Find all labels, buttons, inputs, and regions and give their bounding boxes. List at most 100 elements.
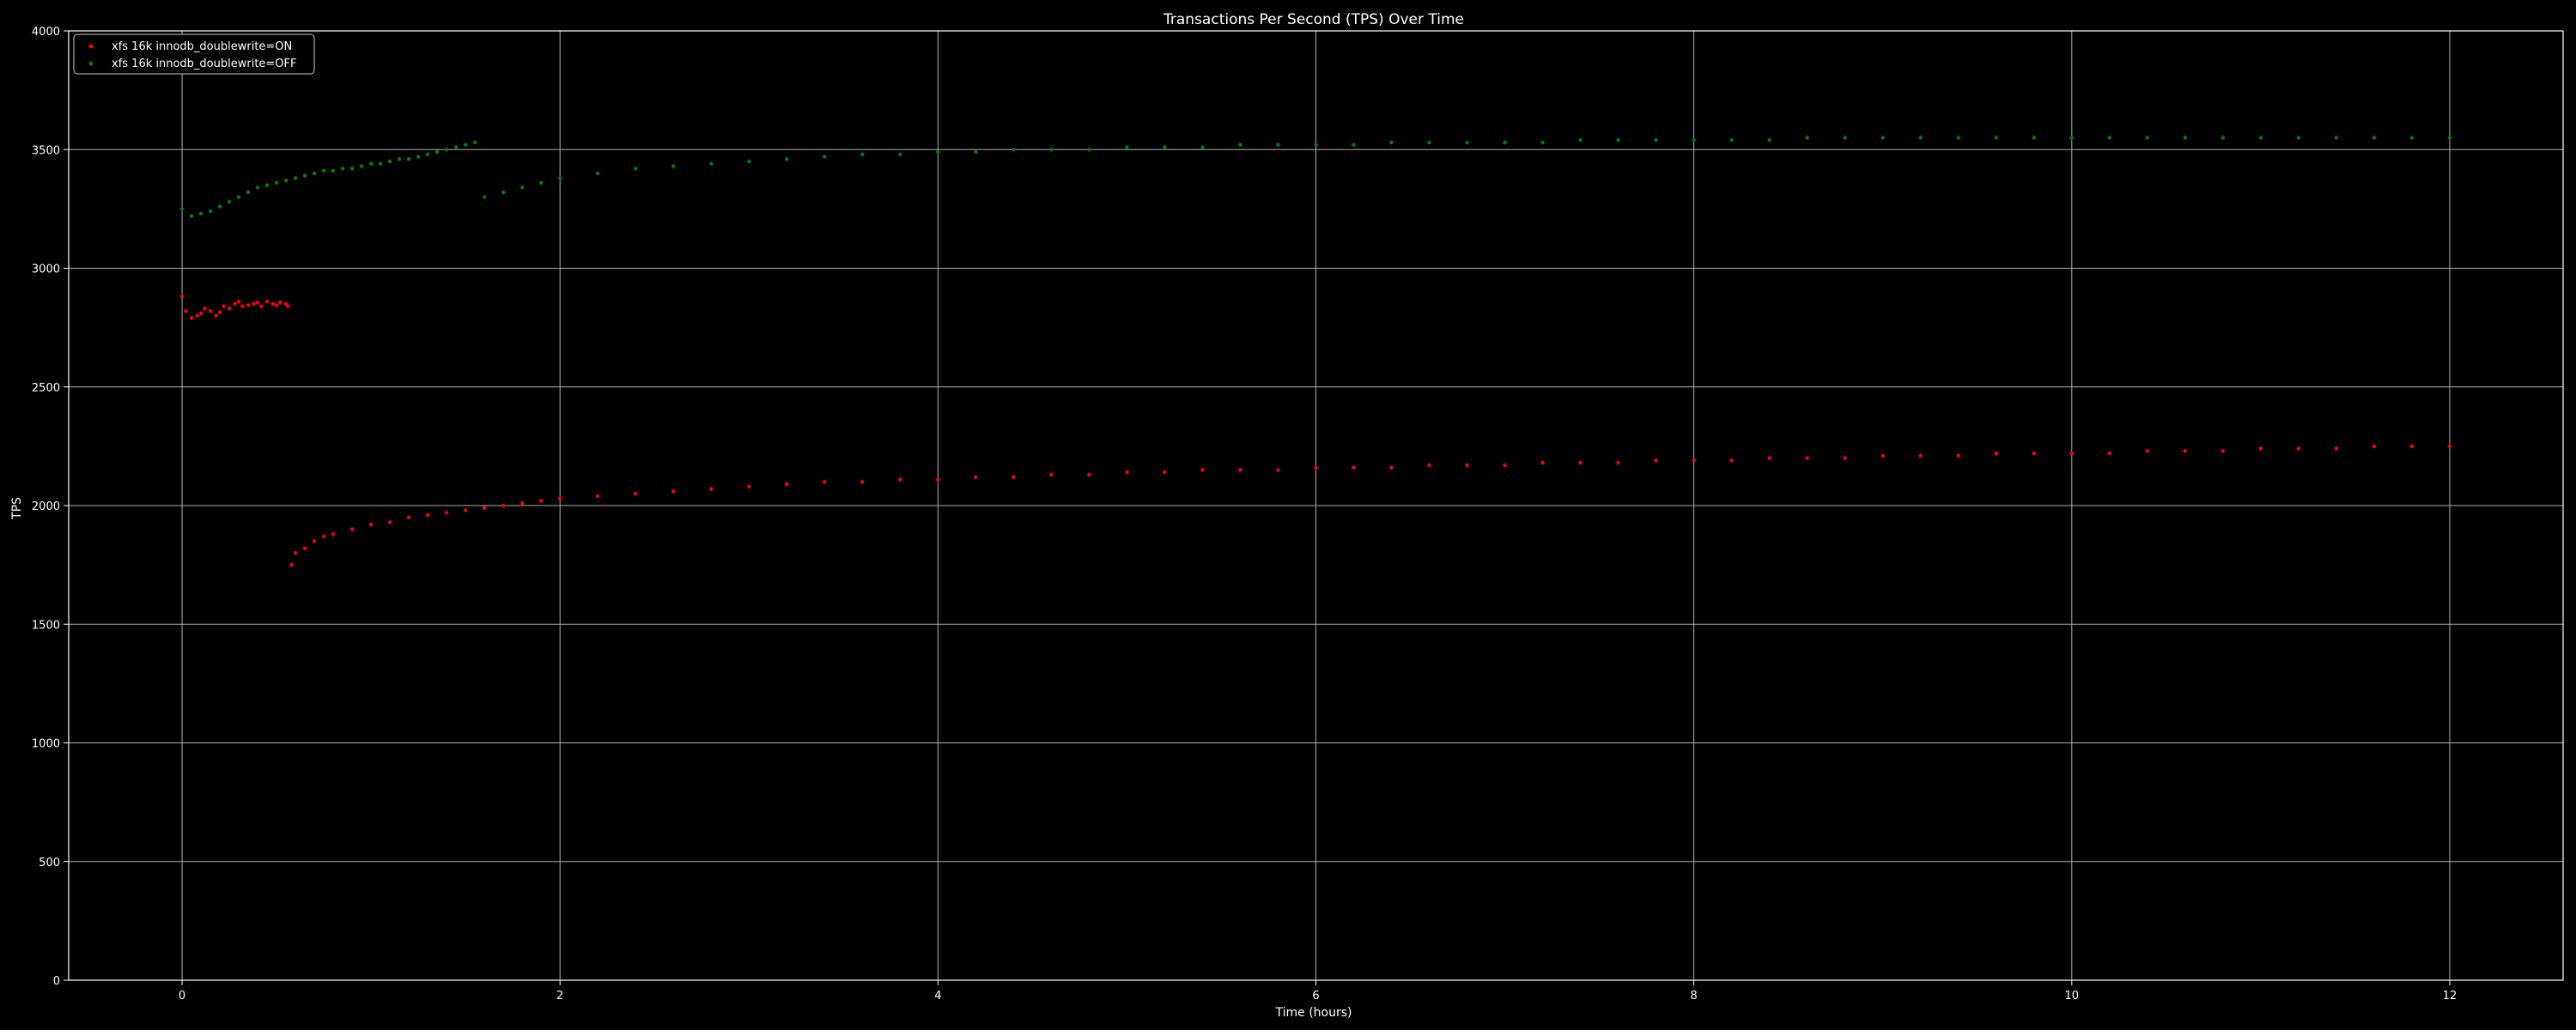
data-point [1163,145,1167,149]
data-point [240,304,245,308]
data-point [278,300,283,305]
data-point [264,300,270,304]
data-point [898,477,902,482]
data-point [1012,148,1016,152]
y-tick-label: 2000 [32,500,60,513]
data-point [321,168,326,173]
data-point [2183,136,2187,140]
data-point [2409,444,2415,449]
data-point [1238,468,1242,472]
data-point [785,482,789,487]
data-point [747,159,751,164]
chart-title: Transactions Per Second (TPS) Over Time [1163,11,1464,28]
data-point [189,214,194,218]
data-point [349,527,355,531]
y-tick-label: 2500 [32,382,60,395]
data-point [596,494,600,499]
data-point [1314,142,1318,147]
y-tick-label: 500 [39,857,60,869]
data-point [1314,465,1318,470]
data-point [558,176,562,180]
legend-label-off: xfs 16k innodb_doublewrite=OFF [112,58,297,70]
legend-marker-off [88,61,94,66]
data-point [464,508,468,512]
data-point [425,512,430,518]
data-point [558,496,562,500]
data-point [1465,140,1469,145]
data-point [2032,451,2036,456]
data-point [416,154,421,159]
data-point [286,304,290,308]
x-tick-label: 12 [2443,990,2458,1003]
data-point [289,562,294,567]
data-point [189,316,194,320]
data-point [1352,142,1356,147]
data-point [1918,453,1923,458]
data-point [255,300,260,305]
data-point [302,173,307,178]
data-point [1880,453,1885,458]
data-point [634,167,638,171]
data-point [252,301,256,306]
data-point [634,492,638,496]
series-0-points [179,294,2452,567]
data-point [1843,136,1847,140]
data-point [501,503,506,508]
data-point [293,176,298,180]
data-point [1767,138,1771,142]
data-point [312,539,317,543]
data-point [2296,446,2301,451]
data-point [709,487,714,491]
data-point [227,199,232,204]
data-point [1956,136,1960,140]
x-tick-label: 6 [1312,990,1319,1003]
y-axis-label: TPS [10,497,24,520]
data-point [236,195,241,199]
data-point [483,506,487,510]
data-point [785,157,789,161]
data-point [1087,472,1091,477]
data-point [425,152,430,156]
data-point [233,301,237,306]
data-point [368,161,374,166]
data-point [1503,140,1507,145]
data-point [1163,470,1167,475]
x-tick-label: 0 [179,990,185,1003]
data-point [454,145,459,149]
data-point [406,157,411,161]
data-point [2409,136,2415,140]
data-point [501,190,506,195]
data-point [974,149,978,154]
data-point [283,179,289,183]
data-point [445,148,449,152]
data-point [2107,136,2111,140]
data-point [2447,444,2452,449]
data-point [227,306,232,311]
y-tick-label: 4000 [32,26,60,39]
data-point [1956,453,1960,458]
legend-label-on: xfs 16k innodb_doublewrite=ON [112,40,292,53]
y-tick-label: 3000 [32,264,60,276]
data-point [2258,136,2263,140]
y-tick-label: 3500 [32,144,60,157]
data-point [2296,136,2301,140]
data-point [293,551,298,555]
data-point [203,306,207,311]
axis-ticks: 0 2 4 6 8 10 12 0 500 1000 1500 2000 2500 3000 3500 400… [32,26,2457,1003]
data-point [1578,461,1583,465]
data-point [1503,463,1507,468]
data-point [1125,145,1129,149]
data-point [596,171,600,176]
data-point [1616,138,1620,142]
data-point [1012,475,1016,479]
data-point [1843,456,1847,460]
legend-marker-on [88,44,94,49]
data-point [539,180,544,185]
data-point [397,157,402,161]
data-point [195,313,199,318]
data-point [2334,446,2339,451]
x-tick-label: 4 [934,990,941,1003]
